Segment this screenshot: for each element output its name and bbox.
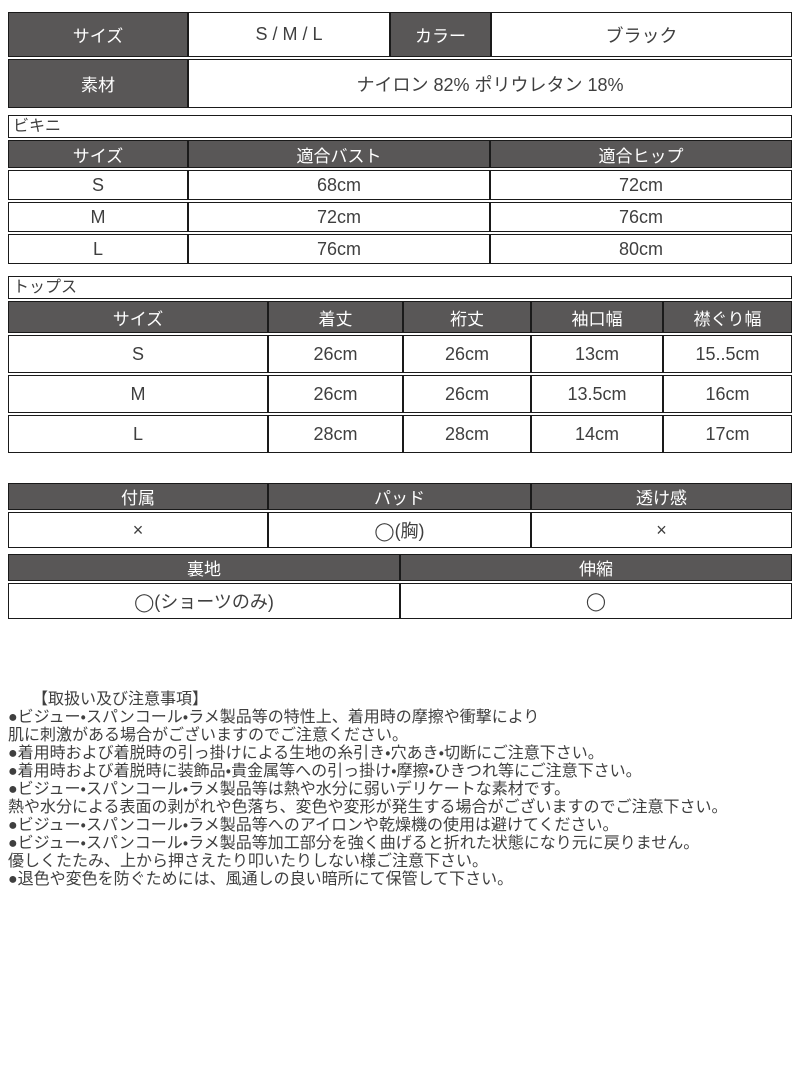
size-value-cell: S / M / L [188, 12, 390, 57]
lining-stretch-table: 裏地 伸縮 ◯(ショーツのみ) ◯ [8, 552, 792, 621]
value-cell: 28cm [268, 415, 403, 453]
column-header: 伸縮 [400, 554, 792, 581]
care-note-line: ●ビジュー・スパンコール・ラメ製品等は熱や水分に弱いデリケートな素材です。 [8, 781, 571, 798]
value-cell: 28cm [403, 415, 531, 453]
value-cell: 80cm [490, 234, 792, 264]
value-cell: 26cm [268, 335, 403, 373]
size-cell: S [8, 170, 188, 200]
value-cell: × [531, 512, 792, 548]
value-cell: 15..5cm [663, 335, 792, 373]
table-header-row: 付属 パッド 透け感 [8, 483, 792, 510]
size-cell: M [8, 375, 268, 413]
value-cell: 26cm [268, 375, 403, 413]
size-cell: S [8, 335, 268, 373]
value-cell: 14cm [531, 415, 663, 453]
table-row: M 26cm 26cm 13.5cm 16cm [8, 375, 792, 413]
table-header-row: サイズ 着丈 裄丈 袖口幅 襟ぐり幅 [8, 301, 792, 333]
value-cell: 68cm [188, 170, 490, 200]
table-row: L 28cm 28cm 14cm 17cm [8, 415, 792, 453]
care-notes: 【取扱い及び注意事項】 ●ビジュー・スパンコール・ラメ製品等の特性上、着用時の摩… [8, 691, 792, 889]
table-row: サイズ S / M / L カラー ブラック [8, 12, 792, 57]
material-label-cell: 素材 [8, 59, 188, 108]
value-cell: 72cm [188, 202, 490, 232]
care-note-line: ●ビジュー・スパンコール・ラメ製品等加工部分を強く曲げると折れた状態になり元に戻… [8, 835, 700, 852]
care-note-line: ●ビジュー・スパンコール・ラメ製品等の特性上、着用時の摩擦や衝撃により [8, 709, 540, 726]
value-cell: × [8, 512, 268, 548]
size-cell: L [8, 234, 188, 264]
tops-size-table: サイズ 着丈 裄丈 袖口幅 襟ぐり幅 S 26cm 26cm 13cm 15..… [8, 299, 792, 455]
column-header: 付属 [8, 483, 268, 510]
size-label-cell: サイズ [8, 12, 188, 57]
value-cell: 76cm [490, 202, 792, 232]
care-note-line: 熱や水分による表面の剥がれや色落ち、変色や変形が発生する場合がございますのでご注… [8, 799, 728, 816]
size-cell: L [8, 415, 268, 453]
material-value-cell: ナイロン 82% ポリウレタン 18% [188, 59, 792, 108]
product-spec-page: サイズ S / M / L カラー ブラック 素材 ナイロン 82% ポリウレタ… [8, 10, 792, 889]
column-header: 着丈 [268, 301, 403, 333]
value-cell: 13.5cm [531, 375, 663, 413]
column-header: パッド [268, 483, 531, 510]
table-header-row: 裏地 伸縮 [8, 554, 792, 581]
value-cell: ◯(胸) [268, 512, 531, 548]
column-header: 適合ヒップ [490, 140, 792, 168]
value-cell: 26cm [403, 335, 531, 373]
care-note-line: ●退色や変色を防ぐためには、風通しの良い暗所にて保管して下さい。 [8, 871, 514, 888]
value-cell: 26cm [403, 375, 531, 413]
value-cell: 17cm [663, 415, 792, 453]
column-header: 透け感 [531, 483, 792, 510]
value-cell: 72cm [490, 170, 792, 200]
color-label-cell: カラー [390, 12, 491, 57]
column-header: サイズ [8, 301, 268, 333]
care-note-line: ●着用時および着脱時の引っ掛けによる生地の糸引き・穴あき・切断にご注意下さい。 [8, 745, 604, 762]
care-notes-title: 【取扱い及び注意事項】 [32, 691, 209, 708]
color-value-cell: ブラック [491, 12, 792, 57]
bikini-size-table: サイズ 適合バスト 適合ヒップ S 68cm 72cm M 72cm 76cm … [8, 138, 792, 266]
column-header: 裄丈 [403, 301, 531, 333]
size-cell: M [8, 202, 188, 232]
care-note-line: ●ビジュー・スパンコール・ラメ製品等へのアイロンや乾燥機の使用は避けてください。 [8, 817, 619, 834]
column-header: 袖口幅 [531, 301, 663, 333]
product-summary-table: サイズ S / M / L カラー ブラック 素材 ナイロン 82% ポリウレタ… [8, 10, 792, 110]
column-header: 裏地 [8, 554, 400, 581]
column-header: 襟ぐり幅 [663, 301, 792, 333]
table-row: M 72cm 76cm [8, 202, 792, 232]
care-note-line: 優しくたたみ、上から押さえたり叩いたりしない様ご注意下さい。 [8, 853, 489, 870]
attributes-table: 付属 パッド 透け感 × ◯(胸) × [8, 481, 792, 550]
tops-section-label: トップス [8, 276, 792, 299]
care-note-line: ●着用時および着脱時に装飾品・貴金属等への引っ掛け・摩擦・ひきつれ等にご注意下さ… [8, 763, 642, 780]
value-cell: 13cm [531, 335, 663, 373]
value-cell: 16cm [663, 375, 792, 413]
table-row: S 26cm 26cm 13cm 15..5cm [8, 335, 792, 373]
table-row: L 76cm 80cm [8, 234, 792, 264]
column-header: 適合バスト [188, 140, 490, 168]
value-cell: ◯(ショーツのみ) [8, 583, 400, 619]
table-header-row: サイズ 適合バスト 適合ヒップ [8, 140, 792, 168]
bikini-section-label: ビキニ [8, 115, 792, 138]
table-row: ◯(ショーツのみ) ◯ [8, 583, 792, 619]
care-note-line: 肌に刺激がある場合がございますのでご注意ください。 [8, 727, 409, 744]
column-header: サイズ [8, 140, 188, 168]
table-row: × ◯(胸) × [8, 512, 792, 548]
table-row: S 68cm 72cm [8, 170, 792, 200]
value-cell: ◯ [400, 583, 792, 619]
table-row: 素材 ナイロン 82% ポリウレタン 18% [8, 59, 792, 108]
value-cell: 76cm [188, 234, 490, 264]
